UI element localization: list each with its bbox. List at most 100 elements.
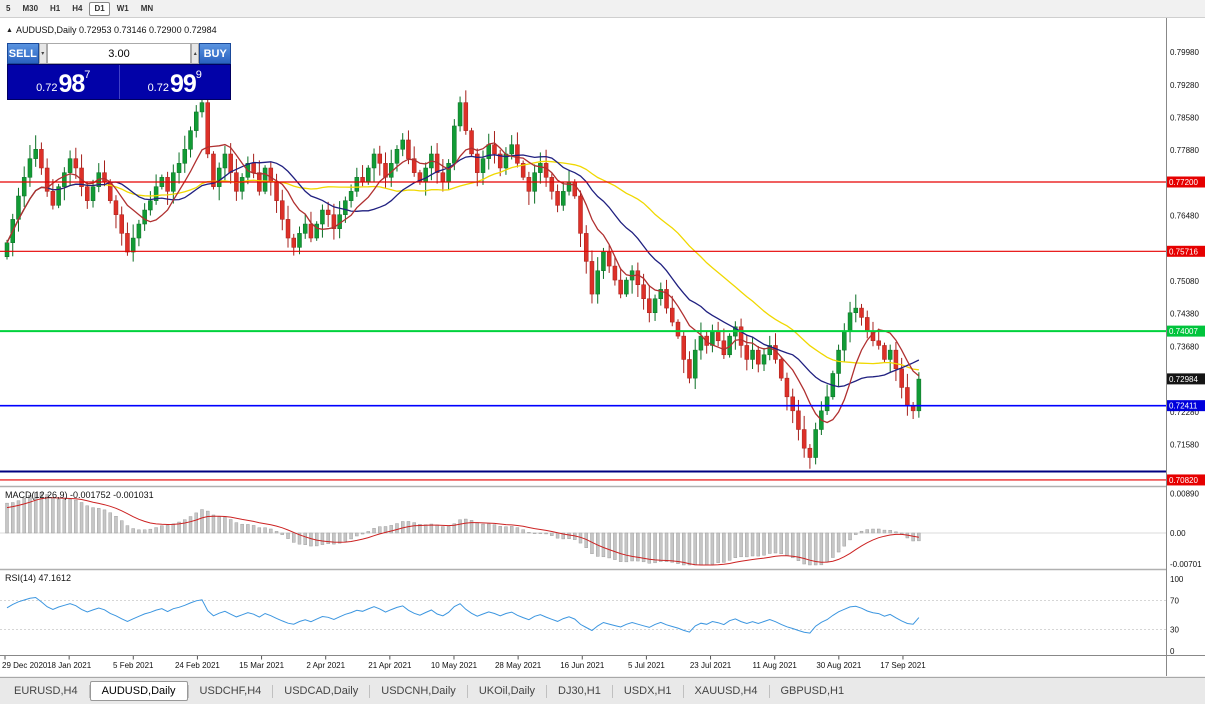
timeframe-button-5[interactable]: 5: [6, 3, 11, 13]
rsi-plot: [0, 596, 1166, 634]
chart-tabs-bar: EURUSD,H4 AUDUSD,Daily USDCHF,H4 USDCAD,Dai…: [0, 677, 1205, 704]
timeframe-button-mn[interactable]: MN: [140, 3, 154, 13]
buy-price-pips: 99: [169, 70, 197, 98]
tab-separator: [546, 684, 548, 698]
buy-price-point: 9: [195, 69, 202, 81]
rsi-value: 47.1612: [38, 573, 72, 583]
svg-text:0: 0: [1170, 647, 1175, 656]
volume-input[interactable]: [47, 43, 191, 64]
tab-audusd-daily[interactable]: AUDUSD,Daily: [89, 681, 188, 701]
svg-text:10 May 2021: 10 May 2021: [431, 661, 478, 670]
sell-price-point: 7: [84, 69, 91, 81]
moving-average-line-18: [6, 154, 920, 388]
sell-button[interactable]: SELL: [7, 43, 39, 64]
timeframe-button-d1[interactable]: D1: [89, 1, 110, 16]
chevron-up-icon: ▴: [193, 51, 197, 57]
svg-text:28 May 2021: 28 May 2021: [495, 661, 542, 670]
macd-name: MACD(12,26,9): [5, 490, 68, 500]
rsi-line: [6, 596, 920, 634]
tab-separator: [187, 684, 189, 698]
svg-text:0.78580: 0.78580: [1170, 114, 1199, 123]
sell-price-pips: 98: [58, 70, 85, 98]
time-axis[interactable]: 29 Dec 2020 18 Jan 2021 5 Feb 2021 24 Feb 2…: [0, 655, 1205, 671]
moving-average-line-34: [6, 160, 919, 371]
tab-usdchf-h4[interactable]: USDCHF,H4: [199, 685, 262, 697]
price-marker: [1167, 400, 1205, 412]
svg-text:0.79280: 0.79280: [1170, 81, 1199, 90]
timeframe-button-w1[interactable]: W1: [116, 3, 129, 13]
rsi-name: RSI(14): [5, 573, 37, 583]
chart-background: [0, 18, 1205, 676]
svg-text:30: 30: [1170, 625, 1179, 634]
candlesticks: [4, 90, 922, 469]
svg-text:100: 100: [1170, 575, 1184, 584]
tab-usdcad-daily[interactable]: USDCAD,Daily: [284, 685, 359, 697]
svg-text:24 Feb 2021: 24 Feb 2021: [175, 661, 220, 670]
price-axis[interactable]: 0.79980 0.79280 0.78580 0.77880 0.76480 0.750…: [1166, 18, 1205, 676]
macd-values: -0.001752 -0.001031: [70, 490, 154, 500]
svg-text:23 Jul 2021: 23 Jul 2021: [690, 661, 732, 670]
svg-text:0.75080: 0.75080: [1170, 277, 1199, 286]
timeframe-button-h1[interactable]: H1: [50, 3, 61, 13]
svg-text:5 Jul 2021: 5 Jul 2021: [628, 661, 665, 670]
svg-text:30 Aug 2021: 30 Aug 2021: [816, 661, 861, 670]
tab-separator: [369, 684, 371, 698]
tab-usdx-h1[interactable]: USDX,H1: [623, 685, 672, 697]
tab-separator: [88, 684, 90, 698]
svg-text:70: 70: [1170, 597, 1179, 606]
tab-separator: [682, 684, 684, 698]
tab-usdcnh-daily[interactable]: USDCNH,Daily: [381, 685, 456, 697]
svg-text:0.72984: 0.72984: [1169, 375, 1198, 384]
svg-text:0.00890: 0.00890: [1170, 490, 1199, 499]
macd-indicator-label: MACD(12,26,9) -0.001752 -0.001031: [5, 490, 154, 500]
buy-price-display[interactable]: 0.72 99 9: [118, 65, 231, 99]
price-marker: [1167, 176, 1205, 188]
svg-text:29 Dec 2020: 29 Dec 2020: [2, 661, 48, 670]
price-marker: [1167, 373, 1205, 385]
price-marker: [1167, 325, 1205, 337]
svg-text:0.72411: 0.72411: [1169, 402, 1198, 411]
buy-button[interactable]: BUY: [199, 43, 231, 64]
svg-text:21 Apr 2021: 21 Apr 2021: [368, 661, 412, 670]
tab-separator: [272, 684, 274, 698]
sell-price-base: 0.72: [36, 82, 58, 94]
volume-decrease-button[interactable]: ▾: [38, 43, 47, 64]
svg-text:18 Jan 2021: 18 Jan 2021: [47, 661, 92, 670]
svg-text:0.73680: 0.73680: [1170, 342, 1199, 351]
tab-dj30-h1[interactable]: DJ30,H1: [558, 685, 601, 697]
tab-ukoil-daily[interactable]: UKOil,Daily: [478, 685, 536, 697]
tab-eurusd-h4[interactable]: EURUSD,H4: [14, 685, 78, 697]
chart-ohlc-values: 0.72953 0.73146 0.72900 0.72984: [78, 25, 217, 35]
svg-text:17 Sep 2021: 17 Sep 2021: [880, 661, 926, 670]
svg-text:0.74380: 0.74380: [1170, 310, 1199, 319]
tab-xauusd-h4[interactable]: XAUUSD,H4: [694, 685, 758, 697]
chart-title: ▲ AUDUSD,Daily 0.72953 0.73146 0.72900 0.…: [6, 25, 217, 35]
svg-text:5 Feb 2021: 5 Feb 2021: [113, 661, 154, 670]
tab-separator: [768, 684, 770, 698]
volume-increase-button[interactable]: ▴: [191, 43, 200, 64]
svg-text:0.72280: 0.72280: [1170, 408, 1199, 417]
svg-text:0.74007: 0.74007: [1169, 327, 1198, 336]
sell-price-display[interactable]: 0.72 98 7: [8, 65, 119, 99]
svg-text:0.79980: 0.79980: [1170, 48, 1199, 57]
svg-text:11 Aug 2021: 11 Aug 2021: [753, 661, 798, 670]
tab-gbpusd-h1[interactable]: GBPUSD,H1: [780, 685, 845, 697]
svg-text:0.76480: 0.76480: [1170, 212, 1199, 221]
svg-text:15 Mar 2021: 15 Mar 2021: [239, 661, 284, 670]
macd-signal-line: [6, 497, 919, 566]
chevron-down-icon: ▾: [41, 51, 45, 57]
timeframe-button-h4[interactable]: H4: [72, 3, 83, 13]
svg-text:0.75716: 0.75716: [1169, 247, 1198, 256]
svg-text:-0.00701: -0.00701: [1170, 560, 1202, 569]
one-click-collapse-icon[interactable]: ▲: [6, 27, 13, 34]
svg-text:2 Apr 2021: 2 Apr 2021: [306, 661, 345, 670]
buy-price-base: 0.72: [147, 82, 169, 94]
svg-text:0.77880: 0.77880: [1170, 146, 1199, 155]
moving-average-line-8: [6, 142, 920, 424]
tab-separator: [466, 684, 468, 698]
timeframe-button-m30[interactable]: M30: [22, 3, 39, 13]
macd-plot: [0, 492, 1166, 566]
